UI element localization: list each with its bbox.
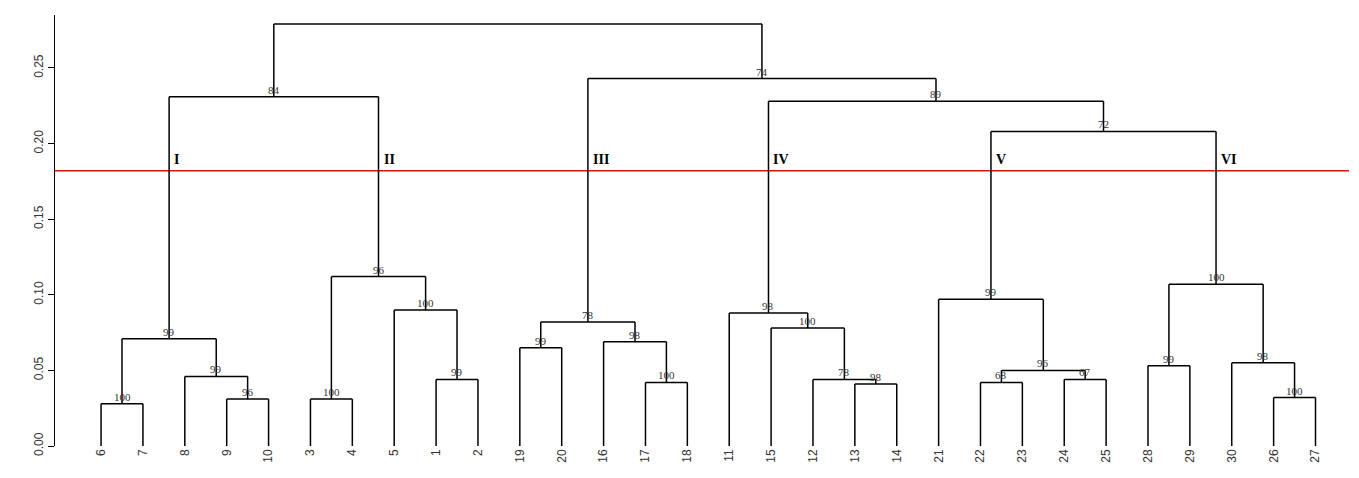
svg-text:23: 23 bbox=[1015, 449, 1029, 463]
svg-text:9: 9 bbox=[220, 449, 234, 456]
svg-text:VI: VI bbox=[1221, 152, 1237, 167]
svg-text:8: 8 bbox=[178, 449, 192, 456]
svg-text:10: 10 bbox=[261, 449, 275, 463]
svg-text:0.00: 0.00 bbox=[32, 432, 46, 456]
svg-text:84: 84 bbox=[268, 84, 280, 96]
svg-text:99: 99 bbox=[210, 363, 222, 375]
svg-text:98: 98 bbox=[870, 371, 882, 383]
svg-text:100: 100 bbox=[114, 391, 131, 403]
svg-text:68: 68 bbox=[995, 369, 1007, 381]
svg-text:28: 28 bbox=[1141, 449, 1155, 463]
svg-text:67: 67 bbox=[1079, 366, 1091, 378]
svg-text:98: 98 bbox=[762, 300, 774, 312]
svg-text:74: 74 bbox=[756, 66, 768, 78]
svg-text:19: 19 bbox=[513, 449, 527, 463]
svg-text:98: 98 bbox=[1257, 350, 1269, 362]
svg-text:12: 12 bbox=[806, 449, 820, 463]
svg-text:V: V bbox=[996, 152, 1006, 167]
svg-text:99: 99 bbox=[535, 335, 547, 347]
svg-text:100: 100 bbox=[658, 369, 675, 381]
svg-text:III: III bbox=[593, 152, 609, 167]
svg-text:2: 2 bbox=[471, 449, 485, 456]
svg-text:I: I bbox=[174, 152, 179, 167]
svg-text:100: 100 bbox=[323, 386, 340, 398]
svg-text:II: II bbox=[384, 152, 395, 167]
svg-text:4: 4 bbox=[345, 449, 359, 456]
svg-text:89: 89 bbox=[930, 88, 942, 100]
svg-text:100: 100 bbox=[1286, 385, 1303, 397]
svg-text:1: 1 bbox=[429, 449, 443, 456]
svg-text:99: 99 bbox=[985, 286, 997, 298]
svg-text:0.10: 0.10 bbox=[32, 281, 46, 305]
svg-text:78: 78 bbox=[838, 366, 850, 378]
svg-text:16: 16 bbox=[596, 449, 610, 463]
svg-text:6: 6 bbox=[94, 449, 108, 456]
svg-text:0.20: 0.20 bbox=[32, 130, 46, 154]
svg-text:26: 26 bbox=[1267, 449, 1281, 463]
svg-text:98: 98 bbox=[629, 329, 641, 341]
svg-text:99: 99 bbox=[1163, 353, 1175, 365]
svg-text:14: 14 bbox=[890, 449, 904, 463]
svg-text:100: 100 bbox=[417, 297, 434, 309]
svg-text:99: 99 bbox=[451, 366, 463, 378]
svg-text:0.05: 0.05 bbox=[32, 357, 46, 381]
svg-text:30: 30 bbox=[1225, 449, 1239, 463]
svg-text:96: 96 bbox=[373, 264, 385, 276]
svg-text:5: 5 bbox=[387, 449, 401, 456]
svg-text:0.15: 0.15 bbox=[32, 205, 46, 229]
svg-text:24: 24 bbox=[1057, 449, 1071, 463]
svg-text:25: 25 bbox=[1099, 449, 1113, 463]
svg-text:99: 99 bbox=[163, 326, 175, 338]
svg-text:20: 20 bbox=[555, 449, 569, 463]
svg-text:96: 96 bbox=[242, 386, 254, 398]
svg-text:11: 11 bbox=[722, 449, 736, 462]
svg-text:29: 29 bbox=[1183, 449, 1197, 463]
svg-text:72: 72 bbox=[1098, 118, 1109, 130]
svg-text:0.25: 0.25 bbox=[32, 54, 46, 78]
svg-text:27: 27 bbox=[1308, 449, 1322, 463]
svg-text:100: 100 bbox=[799, 315, 816, 327]
svg-text:3: 3 bbox=[303, 449, 317, 456]
svg-text:78: 78 bbox=[582, 309, 594, 321]
svg-text:100: 100 bbox=[1208, 271, 1225, 283]
svg-text:7: 7 bbox=[136, 449, 150, 456]
svg-text:21: 21 bbox=[932, 449, 946, 463]
svg-text:17: 17 bbox=[638, 449, 652, 463]
svg-text:18: 18 bbox=[680, 449, 694, 463]
svg-text:IV: IV bbox=[773, 152, 789, 167]
svg-text:15: 15 bbox=[764, 449, 778, 463]
svg-text:13: 13 bbox=[848, 449, 862, 463]
svg-text:22: 22 bbox=[973, 449, 987, 463]
svg-text:96: 96 bbox=[1037, 357, 1049, 369]
